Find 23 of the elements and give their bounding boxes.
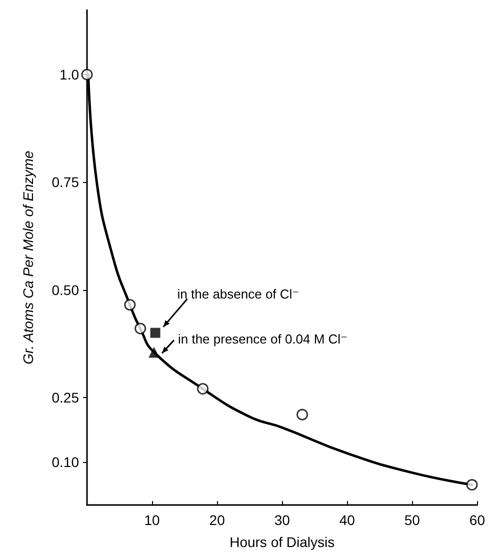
- point: [134, 322, 146, 334]
- annotation: in the presence of 0.04 M Cl⁻: [178, 332, 348, 347]
- y-tick-label: 0.25: [52, 389, 80, 406]
- point: [150, 328, 160, 338]
- y-tick-label: 0.10: [52, 454, 80, 470]
- x-tick-label: 40: [339, 512, 356, 528]
- point: [81, 68, 93, 80]
- annotation: in the absence of Cl⁻: [177, 286, 300, 302]
- point: [197, 383, 209, 395]
- point: [466, 479, 478, 491]
- x-axis-title: Hours of Dialysis: [230, 534, 335, 550]
- point: [296, 408, 308, 420]
- y-axis-title: Gr. Atoms Ca Per Mole of Enzyme: [20, 150, 36, 364]
- x-tick-label: 20: [209, 512, 226, 528]
- y-tick-label: 0.75: [52, 174, 80, 190]
- x-tick-label: 50: [404, 512, 420, 528]
- y-tick-label: 0.50: [52, 282, 80, 298]
- x-tick-label: 60: [469, 512, 486, 528]
- point: [124, 299, 136, 311]
- x-tick-label: 30: [274, 512, 290, 528]
- y-tick-label: 1.0: [60, 66, 80, 83]
- point: [148, 346, 160, 358]
- x-tick-label: 10: [144, 512, 160, 528]
